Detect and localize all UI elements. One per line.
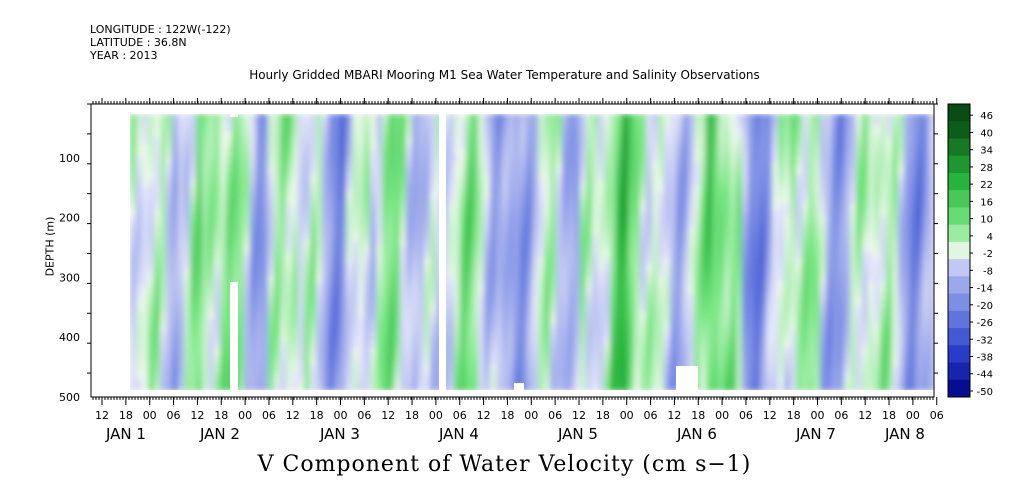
colorbar-label: -2 xyxy=(983,249,993,260)
colorbar-bin xyxy=(948,121,970,139)
x-day-label: JAN 6 xyxy=(676,425,717,443)
heatmap-field xyxy=(130,114,934,390)
colorbar-bin xyxy=(948,241,970,260)
colorbar-label: 10 xyxy=(980,215,993,226)
x-day-label: JAN 2 xyxy=(199,425,240,443)
x-hour-tick-label: 12 xyxy=(763,409,777,422)
x-hour-tick-label: 12 xyxy=(858,409,872,422)
colorbar-label: -44 xyxy=(977,370,993,381)
gap-notch xyxy=(230,113,238,117)
colorbar-bin xyxy=(948,379,970,398)
colorbar-bin xyxy=(948,138,970,157)
x-hour-tick-label: 06 xyxy=(930,409,944,422)
colorbar-label: -38 xyxy=(977,352,993,363)
x-day-label: JAN 8 xyxy=(884,425,925,443)
x-hour-tick-label: 18 xyxy=(214,409,228,422)
colorbar-bin xyxy=(948,328,970,346)
variable-title: V Component of Water Velocity (cm s−1) xyxy=(257,452,752,477)
x-hour-tick-label: 00 xyxy=(524,409,538,422)
colorbar-bin xyxy=(948,276,970,295)
colorbar-bin xyxy=(948,345,970,364)
x-hour-tick-label: 06 xyxy=(167,409,181,422)
gap-notch xyxy=(676,366,698,391)
y-tick-label: 200 xyxy=(59,212,80,225)
colorbar-label: 46 xyxy=(980,111,993,122)
x-day-label: JAN 3 xyxy=(319,425,360,443)
x-hour-tick-label: 00 xyxy=(715,409,729,422)
colorbar-label: 16 xyxy=(980,197,993,208)
colorbar-bin xyxy=(948,104,970,122)
axes: 100 200 300 400 500 12 18 00 06 12 18 00 06 12 18 00 06 1… xyxy=(59,98,944,443)
colorbar-label: -26 xyxy=(977,318,993,329)
x-hour-tick-label: 18 xyxy=(691,409,705,422)
x-hour-tick-label: 06 xyxy=(357,409,371,422)
colorbar-bin xyxy=(948,172,970,191)
colorbar-label: -8 xyxy=(983,266,993,277)
colorbar-label: 40 xyxy=(980,128,993,139)
x-day-label: JAN 1 xyxy=(105,425,146,443)
colorbar-label: -50 xyxy=(977,387,993,398)
colorbar: 46 40 34 28 22 16 10 4 -2 -8 -14 -20 -26 -32 -38 -44 -50 xyxy=(947,103,993,398)
x-hour-tick-label: 00 xyxy=(906,409,920,422)
y-tick-label: 500 xyxy=(59,391,80,404)
data-gaps xyxy=(230,113,698,391)
y-tick-label: 300 xyxy=(59,271,80,284)
x-hour-tick-label: 06 xyxy=(548,409,562,422)
colorbar-label: 28 xyxy=(980,163,993,174)
x-hour-tick-label: 18 xyxy=(500,409,514,422)
x-day-label: JAN 5 xyxy=(557,425,598,443)
x-hour-tick-label: 12 xyxy=(667,409,681,422)
chart-title: Hourly Gridded MBARI Mooring M1 Sea Wate… xyxy=(249,68,760,82)
x-hour-tick-label: 12 xyxy=(572,409,586,422)
x-hour-tick-label: 12 xyxy=(190,409,204,422)
colorbar-bin xyxy=(948,362,970,381)
colorbar-label: 4 xyxy=(987,232,993,243)
x-hour-tick-label: 18 xyxy=(119,409,133,422)
x-hour-tick-label: 12 xyxy=(95,409,109,422)
x-hour-tick-label: 00 xyxy=(620,409,634,422)
colorbar-bin xyxy=(948,259,970,277)
x-day-label: JAN 7 xyxy=(795,425,836,443)
x-hour-tick-label: 06 xyxy=(453,409,467,422)
x-hour-tick-label: 18 xyxy=(310,409,324,422)
x-hour-tick-label: 00 xyxy=(811,409,825,422)
colorbar-label: 34 xyxy=(980,146,993,157)
gap-column xyxy=(230,282,238,391)
colorbar-bin xyxy=(948,155,970,174)
colorbar-bin xyxy=(948,293,970,312)
colorbar-bin xyxy=(948,310,970,329)
x-hour-tick-label: 00 xyxy=(238,409,252,422)
colorbar-label: -20 xyxy=(977,301,993,312)
x-hour-tick-label: 12 xyxy=(477,409,491,422)
x-hour-tick-label: 06 xyxy=(739,409,753,422)
gap-notch xyxy=(514,383,524,391)
x-hour-tick-label: 18 xyxy=(596,409,610,422)
x-hour-tick-label: 06 xyxy=(834,409,848,422)
x-hour-tick-label: 18 xyxy=(405,409,419,422)
x-hour-tick-label: 18 xyxy=(882,409,896,422)
year-label: YEAR : 2013 xyxy=(90,49,158,62)
x-hour-tick-label: 12 xyxy=(381,409,395,422)
x-hour-tick-label: 00 xyxy=(429,409,443,422)
colorbar-label: 22 xyxy=(980,180,993,191)
colorbar-bin xyxy=(948,190,970,208)
x-hour-tick-label: 18 xyxy=(787,409,801,422)
x-hour-tick-label: 06 xyxy=(262,409,276,422)
longitude-label: LONGITUDE : 122W(-122) xyxy=(90,23,231,36)
x-hour-tick-label: 12 xyxy=(286,409,300,422)
colorbar-bin xyxy=(948,224,970,243)
latitude-label: LATITUDE : 36.8N xyxy=(90,36,187,49)
x-hour-tick-label: 00 xyxy=(143,409,157,422)
y-tick-label: 100 xyxy=(59,152,80,165)
colorbar-label: -32 xyxy=(977,335,993,346)
x-hour-tick-label: 06 xyxy=(644,409,658,422)
x-day-label: JAN 4 xyxy=(438,425,479,443)
gap-column xyxy=(439,113,446,391)
colorbar-bin xyxy=(948,207,970,226)
y-tick-label: 400 xyxy=(59,331,80,344)
colorbar-label: -14 xyxy=(977,284,993,295)
x-hour-tick-label: 00 xyxy=(334,409,348,422)
